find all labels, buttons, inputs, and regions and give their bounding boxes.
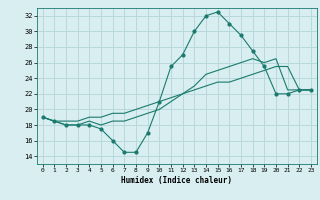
X-axis label: Humidex (Indice chaleur): Humidex (Indice chaleur)	[121, 176, 232, 185]
